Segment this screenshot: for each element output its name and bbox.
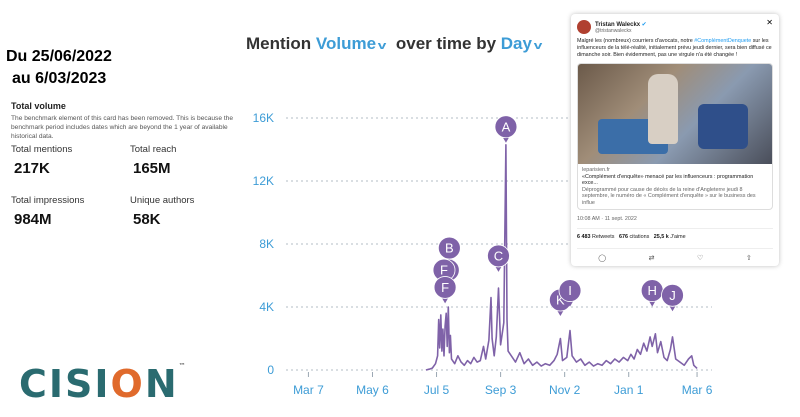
x-tick-label: Jan 1 xyxy=(614,383,644,397)
metric-label: Unique authors xyxy=(130,195,195,206)
chevron-down-icon[interactable]: v xyxy=(533,40,543,52)
link-description: Déprogrammé pour cause de décès de la re… xyxy=(582,186,756,206)
annotation-label: B xyxy=(445,241,454,256)
link-card-image xyxy=(578,64,772,164)
annotation-label: H xyxy=(648,283,657,298)
retweets-count: 6 483 xyxy=(577,234,591,240)
card-note: The benchmark element of this card has b… xyxy=(11,115,233,140)
x-logo-icon[interactable]: ✕ xyxy=(766,18,773,27)
date-range-end: au 6/03/2023 xyxy=(12,70,107,87)
metric-dropdown[interactable]: Volume xyxy=(315,34,377,53)
chair-shape xyxy=(698,104,748,149)
tweet-header: Tristan Waleckx ✔ @tristanwaleckx xyxy=(577,20,773,34)
annotation-label: C xyxy=(494,248,503,263)
metric-value: 58K xyxy=(133,211,161,228)
annotation-marker-h[interactable]: H xyxy=(640,279,664,307)
metric-label: Total reach xyxy=(130,144,177,155)
annotation-label: J xyxy=(669,288,676,303)
annotation-marker-j[interactable]: J xyxy=(661,283,684,312)
y-tick-label: 8K xyxy=(259,237,274,251)
quotes-label: citations xyxy=(629,234,650,240)
verified-icon: ✔ xyxy=(641,21,647,28)
annotation-marker-a[interactable]: A xyxy=(494,115,518,143)
y-tick-label: 12K xyxy=(253,174,274,188)
metric-value: 984M xyxy=(14,211,52,228)
annotation-label: A xyxy=(502,119,511,134)
total-volume-card: Total volume The benchmark element of th… xyxy=(11,101,236,141)
annotation-label: F xyxy=(441,280,449,295)
metric-total-reach: Total reach 165M xyxy=(130,144,240,177)
tweet-text-start: Malgré les (nombreux) courriers d'avocat… xyxy=(577,38,693,44)
x-tick-label: Sep 3 xyxy=(485,383,517,397)
cision-logo: CISION™ xyxy=(19,362,186,406)
metric-total-mentions: Total mentions 217K xyxy=(11,144,121,177)
quotes-count: 676 xyxy=(618,234,628,240)
metric-value: 165M xyxy=(133,160,171,177)
retweets-label: Retweets xyxy=(592,234,615,240)
avatar[interactable] xyxy=(577,20,591,34)
tweet-timestamp[interactable]: 10:08 AM · 11 sept. 2022 xyxy=(577,216,637,222)
logo-text-o: O xyxy=(110,362,145,406)
metric-label: Total impressions xyxy=(11,195,85,206)
x-tick-label: Jul 5 xyxy=(424,383,450,397)
tweet-stats: 6 483 Retweets 676 citations 25,5 k J'ai… xyxy=(577,228,773,240)
retweet-icon[interactable]: ⇄ xyxy=(648,255,655,262)
chevron-down-icon[interactable]: v xyxy=(377,40,387,52)
tweet-author-name[interactable]: Tristan Waleckx xyxy=(595,21,641,28)
annotation-label: F xyxy=(440,263,448,278)
annotation-marker-b[interactable]: B xyxy=(437,236,461,265)
y-tick-label: 0 xyxy=(267,363,274,377)
link-title: «Complément d'enquête» menacé par les in… xyxy=(582,173,754,187)
tweet-link-card[interactable]: leparisien.fr «Complément d'enquête» men… xyxy=(577,63,773,210)
y-tick-label: 16K xyxy=(253,111,274,125)
y-tick-label: 4K xyxy=(259,300,274,314)
x-tick-label: Mar 6 xyxy=(682,383,713,397)
metric-value: 217K xyxy=(14,160,50,177)
annotation-marker-i[interactable]: I xyxy=(558,279,582,307)
link-domain: leparisien.fr xyxy=(582,167,610,173)
tweet-text-end: sur les influenceurs de la télé-réalité,… xyxy=(577,38,772,58)
logo-text-b: N xyxy=(144,362,179,406)
y-axis: 0 4K 8K 12K 16K xyxy=(253,111,275,377)
person-shape xyxy=(648,74,678,144)
annotation-label: I xyxy=(568,283,572,298)
logo-text-a: CISI xyxy=(19,362,111,406)
metric-unique-authors: Unique authors 58K xyxy=(130,195,240,228)
annotation-label: K xyxy=(556,293,565,308)
metric-label: Total mentions xyxy=(11,144,73,155)
annotations: ABCDFFKIHJ xyxy=(432,115,684,317)
annotation-marker-f[interactable]: F xyxy=(433,276,457,304)
embedded-tweet[interactable]: Tristan Waleckx ✔ @tristanwaleckx ✕ Malg… xyxy=(571,14,779,266)
x-axis: Mar 7 May 6 Jul 5 Sep 3 Nov 2 Jan 1 Mar 6 xyxy=(293,372,713,397)
link-card-body: leparisien.fr «Complément d'enquête» men… xyxy=(578,164,772,209)
card-title: Total volume xyxy=(11,101,66,111)
metric-total-impressions: Total impressions 984M xyxy=(11,195,121,228)
tweet-text: Malgré les (nombreux) courriers d'avocat… xyxy=(577,38,773,59)
logo-tm: ™ xyxy=(178,362,186,370)
date-range-start: Du 25/06/2022 xyxy=(6,48,112,65)
likes-label: J'aime xyxy=(670,234,686,240)
tweet-hashtag[interactable]: #ComplémentDenquete xyxy=(694,38,752,44)
tweet-actions: ◯ ⇄ ♡ ⇧ xyxy=(577,248,773,262)
x-tick-label: May 6 xyxy=(356,383,389,397)
tweet-handle[interactable]: @tristanwaleckx xyxy=(595,27,632,34)
share-icon[interactable]: ⇧ xyxy=(745,255,752,262)
x-tick-label: Nov 2 xyxy=(549,383,581,397)
series-line xyxy=(425,144,698,371)
x-tick-label: Mar 7 xyxy=(293,383,324,397)
date-range: Du 25/06/2022 au 6/03/2023 xyxy=(6,46,112,90)
chart-title: Mention Volume v over time by Day v xyxy=(246,34,547,54)
chart-title-middle: over time by xyxy=(395,34,497,53)
like-icon[interactable]: ♡ xyxy=(697,255,704,262)
annotation-marker-c[interactable]: C xyxy=(487,244,510,272)
interval-dropdown[interactable]: Day xyxy=(500,34,532,53)
chart-title-prefix: Mention xyxy=(246,34,312,53)
reply-icon[interactable]: ◯ xyxy=(598,255,607,262)
likes-count: 25,5 k xyxy=(653,234,669,240)
